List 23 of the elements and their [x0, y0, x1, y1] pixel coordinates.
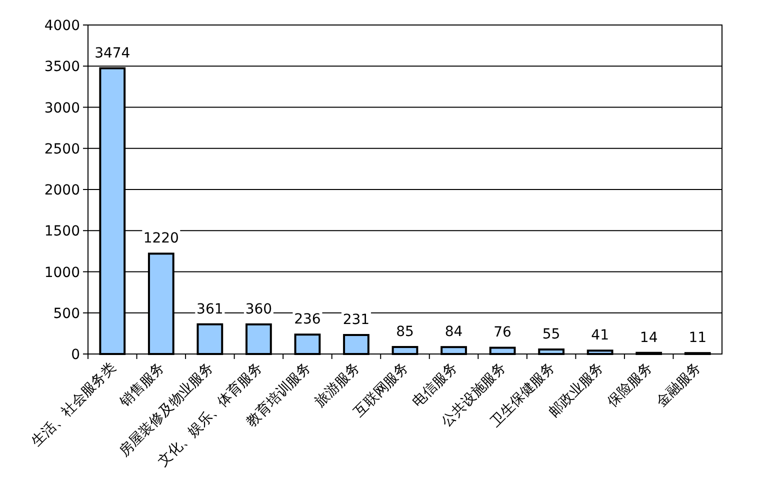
x-tick-label: 保险服务 — [604, 360, 656, 410]
y-tick-label: 3000 — [44, 100, 80, 116]
data-label: 76 — [494, 324, 512, 341]
data-label: 85 — [396, 324, 414, 340]
data-label: 1220 — [143, 230, 179, 247]
data-label: 14 — [640, 330, 658, 346]
data-label: 360 — [245, 301, 272, 318]
data-label: 11 — [688, 330, 707, 346]
data-label: 55 — [542, 326, 560, 342]
x-tick-label: 金融服务 — [654, 360, 704, 410]
data-label: 231 — [342, 312, 370, 328]
data-label: 361 — [196, 301, 224, 318]
data-label: 41 — [591, 328, 609, 344]
y-tick-label: 4000 — [44, 18, 80, 34]
y-tick-label: 1000 — [44, 264, 80, 281]
data-label: 84 — [444, 324, 463, 340]
y-tick-label: 500 — [53, 306, 80, 322]
y-tick-label: 2000 — [44, 182, 80, 198]
y-tick-label: 1500 — [44, 224, 80, 240]
y-tick-label: 2500 — [44, 141, 80, 158]
y-tick-label: 3500 — [44, 59, 80, 76]
data-label: 236 — [294, 312, 321, 328]
data-label: 3474 — [94, 45, 130, 62]
